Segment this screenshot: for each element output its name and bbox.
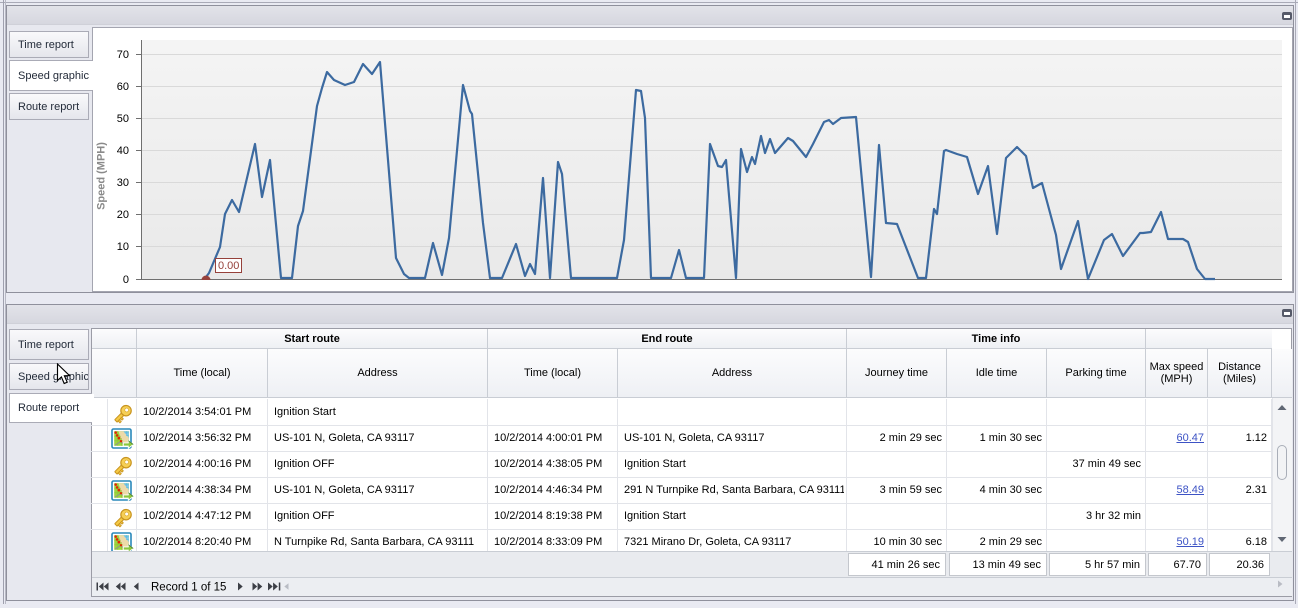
svg-text:10: 10 [117,241,129,253]
svg-text:0: 0 [123,274,129,286]
svg-text:30: 30 [117,177,129,189]
svg-text:70: 70 [117,49,129,61]
svg-text:50: 50 [117,113,129,125]
svg-text:0.00: 0.00 [218,260,239,272]
svg-text:Record 1 of 15: Record 1 of 15 [151,582,226,594]
svg-text:40: 40 [117,145,129,157]
svg-text:Speed (MPH): Speed (MPH) [96,142,108,210]
svg-text:20: 20 [117,209,129,221]
svg-text:60: 60 [117,81,129,93]
